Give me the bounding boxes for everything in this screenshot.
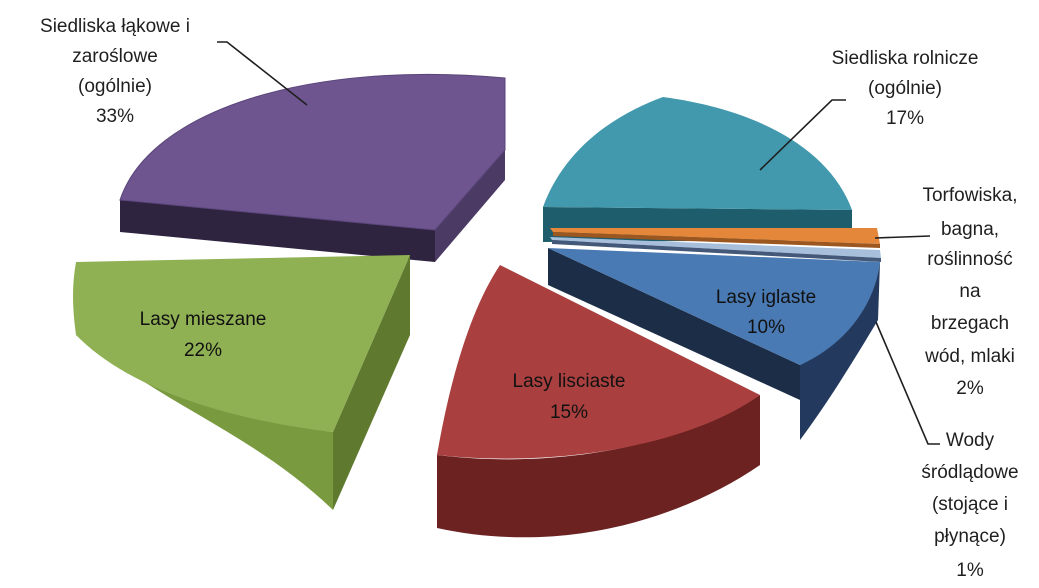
- slice-top: [73, 255, 410, 432]
- slice-top: [543, 97, 852, 210]
- label-percent: 10%: [747, 317, 785, 338]
- slice-lasy-iglaste: [548, 248, 880, 440]
- slice-lasy-lisciaste: [437, 265, 760, 538]
- label-siedliska-rolnicze: Siedliska rolnicze (ogólnie) 17%: [832, 48, 979, 129]
- label-line: zaroślowe: [72, 46, 158, 67]
- label-percent: 1%: [956, 560, 984, 581]
- label-line: wód, mlaki: [924, 346, 1015, 367]
- slice-top: [550, 228, 880, 244]
- leader-line-lakowe: [217, 41, 308, 106]
- slice-top: [550, 237, 881, 258]
- label-line: (ogólnie): [868, 78, 942, 99]
- label-percent: 17%: [886, 108, 924, 129]
- label-line: Siedliska rolnicze: [832, 48, 979, 69]
- slice-side: [553, 232, 880, 248]
- slice-side: [76, 262, 333, 510]
- label-lasy-lisciaste: Lasy lisciaste 15%: [513, 371, 626, 423]
- label-line: bagna,: [941, 219, 999, 240]
- label-percent: 22%: [184, 340, 222, 361]
- slice-side: [548, 248, 800, 400]
- label-percent: 2%: [956, 378, 984, 399]
- label-torfowiska: Torfowiska, bagna, roślinność na brzegac…: [922, 185, 1017, 399]
- slice-siedliska-lakowe: [119, 73, 506, 262]
- label-line: roślinność: [927, 249, 1013, 270]
- label-line: Torfowiska,: [922, 185, 1017, 206]
- label-line: śródlądowe: [921, 462, 1018, 483]
- slice-siedliska-rolnicze: [543, 97, 852, 242]
- slice-top: [548, 248, 880, 365]
- label-lasy-iglaste: Lasy iglaste 10%: [716, 287, 816, 338]
- slice-side: [435, 150, 505, 262]
- label-line: płynące): [934, 526, 1006, 547]
- slice-side: [800, 262, 880, 440]
- label-line: Lasy mieszane: [140, 309, 267, 330]
- label-lasy-mieszane: Lasy mieszane 22%: [140, 309, 267, 361]
- label-line: Wody: [946, 430, 995, 451]
- slice-top: [437, 265, 760, 459]
- label-wody: Wody śródlądowe (stojące i płynące) 1%: [921, 430, 1018, 581]
- label-line: Lasy iglaste: [716, 287, 816, 308]
- leader-line-rolnicze: [759, 99, 846, 171]
- slice-side: [437, 395, 760, 538]
- slice-side: [552, 240, 881, 262]
- slice-top: [120, 74, 505, 231]
- slice-side: [333, 255, 410, 510]
- label-line: (ogólnie): [78, 76, 152, 97]
- label-percent: 15%: [550, 402, 588, 423]
- label-siedliska-lakowe: Siedliska łąkowe i zaroślowe (ogólnie) 3…: [40, 16, 190, 127]
- label-line: Lasy lisciaste: [513, 371, 626, 392]
- label-line: (stojące i: [932, 494, 1008, 515]
- label-line: na: [959, 281, 981, 302]
- slice-side: [120, 200, 435, 262]
- leader-line-torfowiska: [874, 235, 931, 239]
- slice-wody: [550, 237, 881, 262]
- slice-torfowiska: [550, 228, 880, 248]
- slice-lasy-mieszane: [73, 255, 410, 510]
- label-line: brzegach: [931, 313, 1009, 334]
- leader-line-wody: [875, 321, 940, 445]
- label-percent: 33%: [96, 106, 134, 127]
- label-line: Siedliska łąkowe i: [40, 16, 190, 37]
